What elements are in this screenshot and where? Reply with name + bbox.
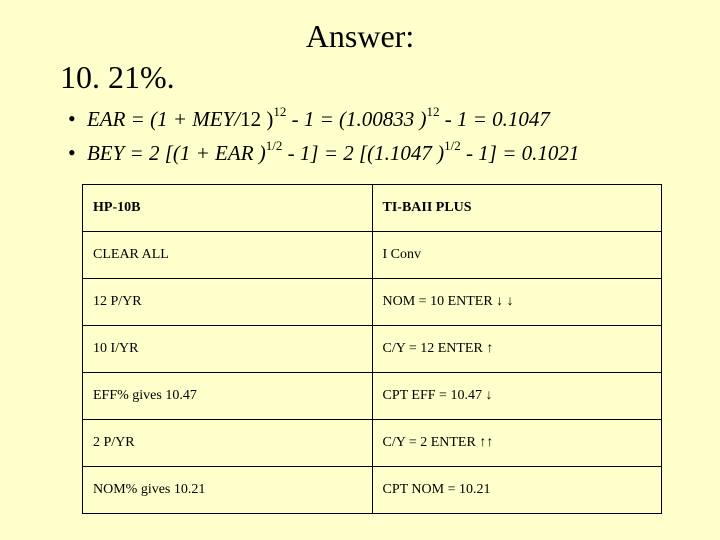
- ear-part1: EAR = (1 + MEY/: [87, 107, 240, 131]
- ear-div: 12 ): [240, 107, 273, 131]
- bey-tail: - 1] = 0.1021: [461, 141, 580, 165]
- bey-exp1: 1/2: [266, 138, 283, 153]
- cell-right: CPT EFF = 10.47 ↓: [372, 373, 662, 420]
- cell-left: CLEAR ALL: [83, 232, 373, 279]
- table-row: CLEAR ALL I Conv: [83, 232, 662, 279]
- formula-ear: • EAR = (1 + MEY/12 )12 - 1 = (1.00833 )…: [68, 106, 670, 132]
- bey-exp2: 1/2: [444, 138, 461, 153]
- formula-bey: • BEY = 2 [(1 + EAR )1/2 - 1] = 2 [(1.10…: [68, 140, 670, 166]
- cell-right: I Conv: [372, 232, 662, 279]
- cell-left: EFF% gives 10.47: [83, 373, 373, 420]
- table-row: NOM% gives 10.21 CPT NOM = 10.21: [83, 467, 662, 514]
- table-row: 12 P/YR NOM = 10 ENTER ↓ ↓: [83, 279, 662, 326]
- cell-left: 10 I/YR: [83, 326, 373, 373]
- header-hp10b: HP-10B: [83, 185, 373, 232]
- table-row: 2 P/YR C/Y = 2 ENTER ↑↑: [83, 420, 662, 467]
- bey-mid1: - 1] = 2 [(1.1047 ): [282, 141, 444, 165]
- cell-left: 12 P/YR: [83, 279, 373, 326]
- calculator-table: HP-10B TI-BAII PLUS CLEAR ALL I Conv 12 …: [82, 184, 662, 514]
- table-row: 10 I/YR C/Y = 12 ENTER ↑: [83, 326, 662, 373]
- slide: Answer: 10. 21%. • EAR = (1 + MEY/12 )12…: [0, 0, 720, 540]
- cell-right: NOM = 10 ENTER ↓ ↓: [372, 279, 662, 326]
- cell-right: C/Y = 2 ENTER ↑↑: [372, 420, 662, 467]
- bey-part1: BEY = 2 [(1 + EAR ): [87, 141, 266, 165]
- table-row: EFF% gives 10.47 CPT EFF = 10.47 ↓: [83, 373, 662, 420]
- answer-value: 10. 21%.: [60, 59, 670, 96]
- page-title: Answer:: [50, 18, 670, 55]
- cell-left: 2 P/YR: [83, 420, 373, 467]
- cell-right: C/Y = 12 ENTER ↑: [372, 326, 662, 373]
- cell-left: NOM% gives 10.21: [83, 467, 373, 514]
- header-tibaii: TI-BAII PLUS: [372, 185, 662, 232]
- ear-tail: - 1 = 0.1047: [440, 107, 550, 131]
- ear-mid1: - 1 = (1.00833 ): [286, 107, 426, 131]
- ear-exp2: 12: [427, 104, 440, 119]
- ear-exp1: 12: [273, 104, 286, 119]
- cell-right: CPT NOM = 10.21: [372, 467, 662, 514]
- table-header-row: HP-10B TI-BAII PLUS: [83, 185, 662, 232]
